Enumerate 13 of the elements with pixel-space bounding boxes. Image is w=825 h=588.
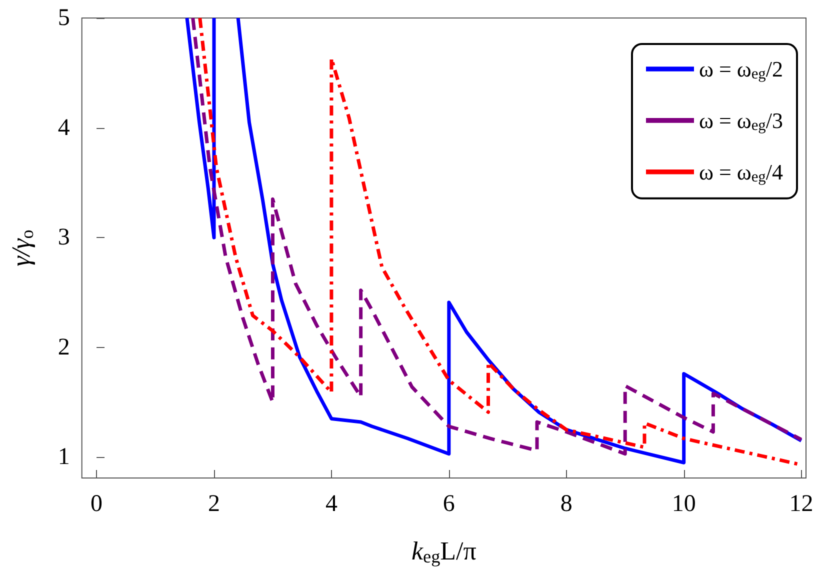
x-tick-label: 12: [789, 491, 814, 517]
y-tick-label: 2: [58, 334, 70, 360]
x-tick-label: 8: [560, 491, 572, 517]
x-tick-label: 6: [442, 491, 455, 517]
y-tick-label: 1: [58, 444, 70, 470]
x-tick-label: 4: [325, 491, 338, 517]
y-axis-title: γ/γo: [6, 230, 37, 266]
x-tick-label: 2: [208, 491, 220, 517]
y-tick-label: 3: [58, 224, 70, 251]
x-tick-label: 0: [90, 491, 103, 517]
y-tick-label: 4: [58, 114, 70, 141]
x-tick-label: 10: [672, 491, 696, 517]
y-tick-label: 5: [58, 5, 70, 31]
